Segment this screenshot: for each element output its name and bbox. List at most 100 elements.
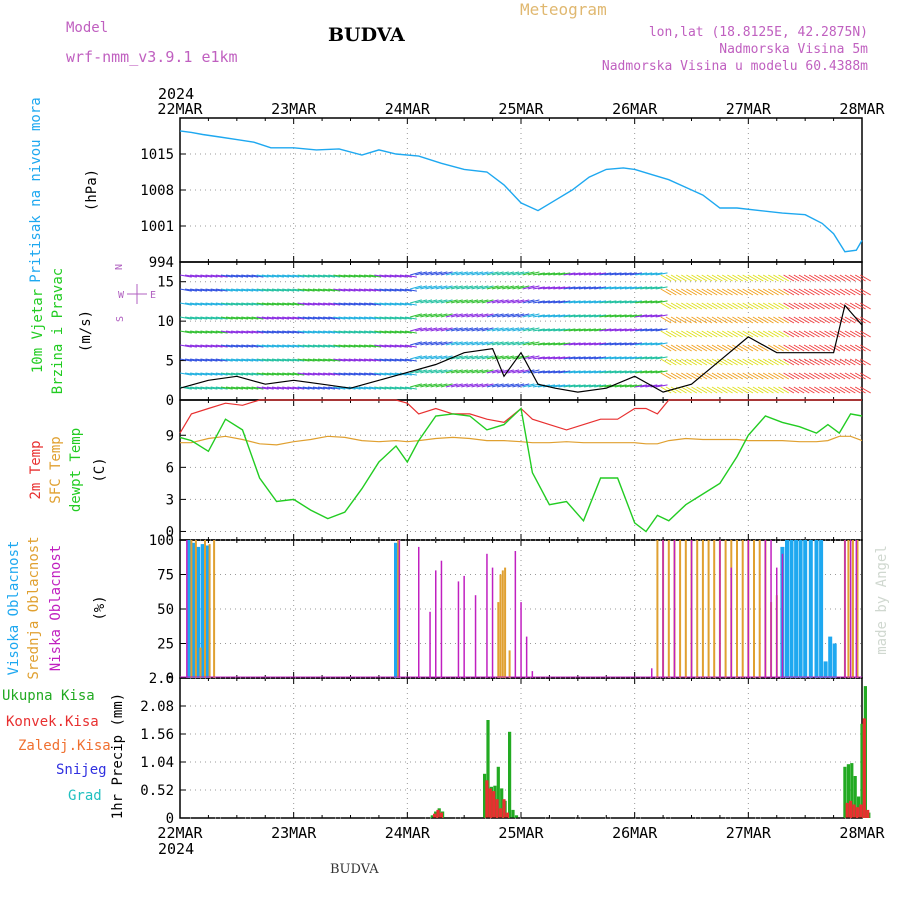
precip-bar bbox=[492, 791, 496, 818]
wind-barb bbox=[517, 271, 530, 276]
wind-barb bbox=[860, 344, 871, 352]
wind-barb bbox=[727, 372, 738, 380]
cloud-bar bbox=[753, 540, 755, 678]
wind-barb bbox=[507, 299, 520, 304]
wind-barb bbox=[614, 272, 627, 276]
wind-barb bbox=[563, 272, 576, 276]
wind-barb bbox=[691, 274, 703, 282]
wind-barb bbox=[517, 299, 530, 304]
wind-barb bbox=[445, 327, 458, 332]
wind-barb bbox=[312, 302, 325, 306]
wind-barb bbox=[476, 355, 489, 360]
wind-barb bbox=[261, 386, 274, 390]
wind-barb bbox=[849, 274, 861, 282]
wind-barb bbox=[491, 285, 504, 290]
wind-barb bbox=[430, 327, 443, 332]
precip-legend-label: Zaledj.Kisa bbox=[18, 738, 111, 754]
wind-barb bbox=[210, 386, 223, 390]
wind-barb bbox=[860, 316, 871, 324]
precip-bar bbox=[514, 815, 519, 818]
wind-barb bbox=[604, 356, 617, 360]
wind-barb bbox=[502, 341, 514, 346]
wind-barb bbox=[860, 372, 871, 380]
wind-barb bbox=[358, 358, 371, 362]
wind-barb bbox=[686, 386, 698, 394]
wind-barb bbox=[783, 358, 795, 366]
wind-barb bbox=[287, 344, 300, 348]
cloud-bar bbox=[794, 540, 799, 678]
wind-barb bbox=[466, 299, 479, 304]
wind-barb bbox=[450, 327, 463, 332]
wind-barb bbox=[261, 316, 274, 320]
wind-barb bbox=[650, 356, 663, 360]
wind-barb bbox=[742, 372, 754, 380]
cloud-bar bbox=[514, 551, 517, 678]
wind-barb bbox=[364, 372, 377, 376]
wind-barb bbox=[721, 316, 733, 324]
wind-barb bbox=[297, 358, 310, 362]
wind-barb bbox=[394, 302, 407, 306]
wind-barb bbox=[195, 344, 208, 348]
wind-barb bbox=[430, 355, 443, 360]
wind-barb bbox=[675, 274, 687, 282]
wind-barb bbox=[737, 302, 749, 310]
wind-barb bbox=[548, 342, 561, 346]
cloud-bar bbox=[418, 546, 420, 678]
wind-barb bbox=[456, 355, 468, 360]
wind-barb bbox=[640, 342, 653, 346]
wind-barb bbox=[236, 288, 249, 292]
wind-barb bbox=[854, 316, 866, 324]
wind-barb bbox=[568, 300, 581, 304]
wind-barb bbox=[635, 328, 648, 332]
wind-barb bbox=[185, 386, 197, 390]
wind-barb bbox=[619, 272, 632, 276]
wind-barb bbox=[471, 369, 484, 374]
wind-barb bbox=[762, 316, 774, 324]
wind-barb bbox=[312, 330, 325, 334]
wind-barb bbox=[266, 386, 279, 390]
wind-barb bbox=[277, 316, 290, 320]
cloud-bar bbox=[770, 540, 772, 678]
wind-barb bbox=[374, 288, 387, 292]
wind-barb bbox=[481, 285, 494, 290]
wind-barb bbox=[645, 286, 658, 290]
wind-barb bbox=[578, 286, 591, 290]
wind-barb bbox=[261, 302, 274, 306]
wind-barb bbox=[619, 314, 632, 318]
wind-barb bbox=[348, 316, 361, 320]
precip-bar bbox=[483, 773, 487, 818]
cloud-bar bbox=[440, 560, 443, 678]
wind-barb bbox=[190, 372, 203, 376]
wind-barb bbox=[369, 386, 382, 390]
wind-barb bbox=[527, 355, 540, 360]
precip-bar bbox=[850, 763, 854, 818]
wind-barb bbox=[599, 300, 612, 304]
wind-barb bbox=[261, 358, 274, 362]
wind-barb bbox=[808, 330, 820, 338]
wind-barb bbox=[573, 370, 586, 374]
wind-barb bbox=[788, 372, 800, 380]
wind-barb bbox=[589, 370, 602, 374]
wind-barb bbox=[808, 344, 820, 352]
wind-barb bbox=[844, 274, 856, 282]
wind-barb bbox=[307, 372, 320, 376]
wind-barb bbox=[834, 344, 846, 352]
wind-barb bbox=[205, 372, 218, 376]
wind-barb bbox=[686, 288, 698, 296]
wind-barb bbox=[338, 274, 351, 278]
wind-barb bbox=[706, 302, 718, 310]
wind-barb bbox=[328, 302, 341, 306]
wind-barb bbox=[640, 300, 653, 304]
wind-barb bbox=[737, 288, 749, 296]
wind-barb bbox=[655, 328, 668, 332]
wind-barb bbox=[461, 327, 474, 332]
wind-barb bbox=[553, 356, 566, 360]
wind-barb bbox=[630, 328, 642, 332]
wind-barb bbox=[773, 372, 784, 380]
wind-barb bbox=[256, 386, 269, 390]
wind-barb bbox=[803, 288, 815, 296]
wind-barb bbox=[399, 386, 412, 390]
wind-barb bbox=[225, 372, 238, 376]
wind-barb bbox=[215, 330, 228, 334]
wind-barb bbox=[415, 355, 428, 360]
